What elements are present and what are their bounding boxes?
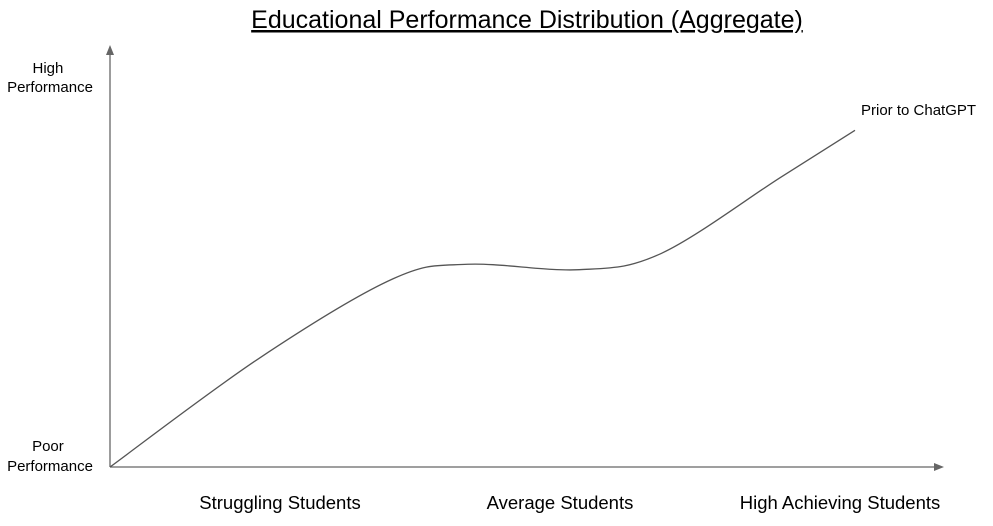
y-low-label: Poor Performance xyxy=(7,438,93,475)
chart-title: Educational Performance Distribution (Ag… xyxy=(251,6,803,34)
x-tick-label-high-achieving: High Achieving Students xyxy=(740,492,941,513)
series-label-prior-to-chatgpt: Prior to ChatGPT xyxy=(861,102,976,119)
x-tick-label-average: Average Students xyxy=(487,492,634,513)
series-line-prior-to-chatgpt xyxy=(109,129,856,468)
x-tick-label-struggling: Struggling Students xyxy=(199,492,360,513)
y-high-label: High Performance xyxy=(7,60,93,96)
y-axis-arrowhead xyxy=(106,45,114,55)
x-axis-arrowhead xyxy=(934,463,944,471)
